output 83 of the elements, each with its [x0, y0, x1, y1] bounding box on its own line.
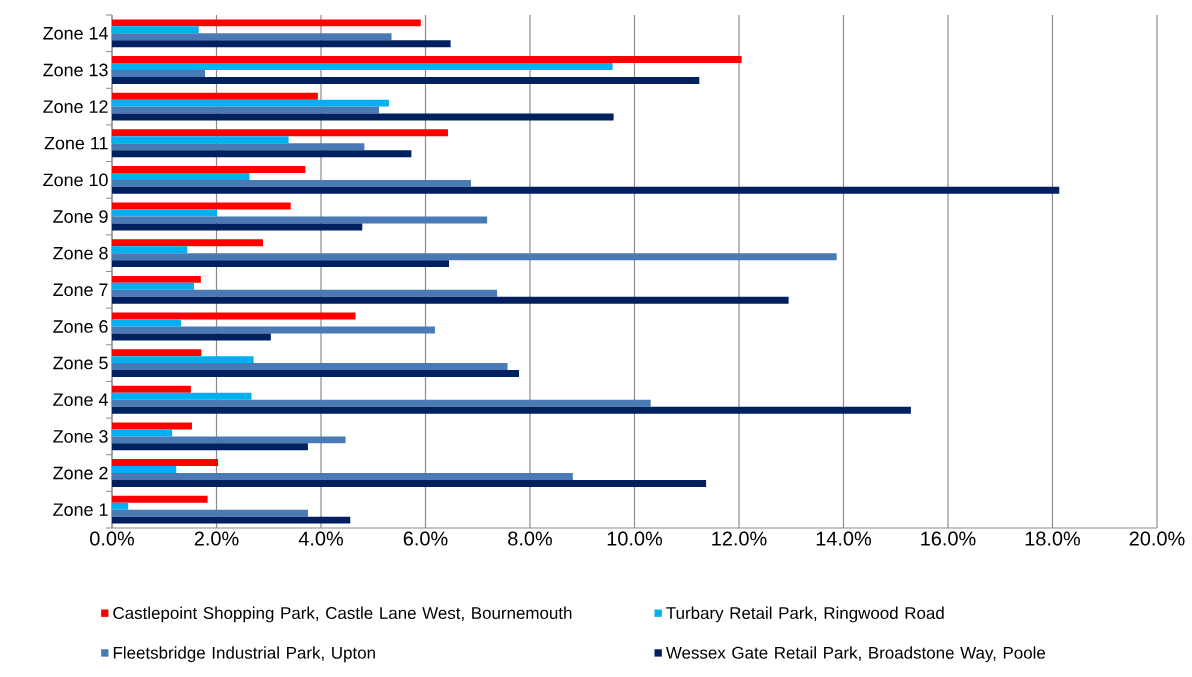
bar [112, 312, 356, 320]
x-tick-label: 10.0% [607, 531, 663, 546]
bar [112, 370, 520, 378]
x-tick-label: 16.0% [921, 531, 976, 546]
bar [112, 223, 363, 231]
y-tick-label: Zone 11 [44, 136, 108, 150]
bar [112, 186, 1060, 194]
y-tick-label: Zone 5 [53, 356, 108, 370]
bar [112, 56, 742, 63]
bar [112, 436, 346, 444]
bar [112, 392, 252, 400]
bar [112, 99, 389, 107]
y-tick-label: Zone 12 [43, 100, 108, 113]
bar [112, 92, 318, 100]
bar [112, 165, 306, 173]
x-tick-label: 20.0% [1129, 531, 1185, 546]
bar [112, 253, 837, 261]
y-tick-label: Zone 2 [53, 466, 108, 480]
bar [112, 516, 351, 524]
bar [112, 63, 613, 70]
bar [112, 459, 219, 467]
bar [112, 289, 498, 297]
legend-label: Turbary Retail Park, Ringwood Road [666, 606, 944, 623]
x-tick-label: 14.0% [816, 531, 872, 546]
y-tick-label: Zone 9 [53, 210, 108, 223]
bar [112, 246, 188, 254]
y-tick-label: Zone 6 [53, 320, 108, 333]
x-tick-label: 0.0% [90, 531, 134, 546]
bar [112, 480, 707, 487]
y-tick-label: Zone 14 [43, 27, 108, 40]
x-tick-label: 4.0% [298, 531, 343, 546]
bar [112, 443, 308, 451]
bar [112, 296, 789, 304]
bar [112, 429, 173, 437]
bar [112, 76, 700, 84]
x-tick-label: 6.0% [403, 531, 448, 546]
bar [112, 333, 271, 341]
bar [112, 260, 450, 268]
x-tick-label: 2.0% [194, 531, 239, 546]
bar [112, 406, 911, 414]
bar [112, 26, 199, 34]
bar [112, 143, 365, 151]
bar [112, 113, 614, 121]
bar [112, 209, 218, 217]
bar [112, 326, 435, 334]
bar [112, 172, 250, 180]
y-tick-label: Zone 8 [53, 246, 108, 260]
bar [112, 202, 291, 210]
bar [112, 239, 263, 247]
bar [112, 106, 379, 114]
bar [112, 150, 412, 158]
bar [112, 282, 195, 290]
bar [112, 179, 471, 187]
bar [112, 40, 451, 48]
bar [112, 399, 651, 407]
y-tick-label: Zone 3 [53, 430, 108, 443]
bar [112, 69, 205, 77]
x-tick-label: 12.0% [712, 531, 767, 546]
y-tick-label: Zone 13 [43, 63, 108, 77]
bar [112, 356, 254, 364]
bar [112, 19, 421, 27]
y-tick-label: Zone 1 [53, 503, 108, 516]
y-tick-label: Zone 7 [53, 283, 108, 297]
bar [112, 349, 202, 357]
bar [112, 129, 448, 137]
bar [112, 275, 201, 283]
bar [112, 363, 508, 371]
bar [112, 422, 192, 430]
bar [112, 473, 573, 480]
bar [112, 466, 177, 474]
legend-label: Castlepoint Shopping Park, Castle Lane West, Bournemouth [113, 606, 572, 623]
legend-label: Fleetsbridge Industrial Park, Upton [113, 646, 375, 663]
bar [112, 136, 289, 144]
bar [112, 33, 392, 41]
legend-label: Wessex Gate Retail Park, Broadstone Way, Poole [665, 646, 1046, 663]
bar [112, 502, 129, 510]
bar [112, 509, 308, 517]
x-tick-label: 18.0% [1025, 531, 1081, 546]
bar [112, 385, 191, 393]
x-tick-label: 8.0% [508, 531, 552, 546]
y-tick-label: Zone 4 [53, 393, 108, 406]
bar [112, 495, 208, 503]
y-tick-label: Zone 10 [43, 173, 108, 187]
